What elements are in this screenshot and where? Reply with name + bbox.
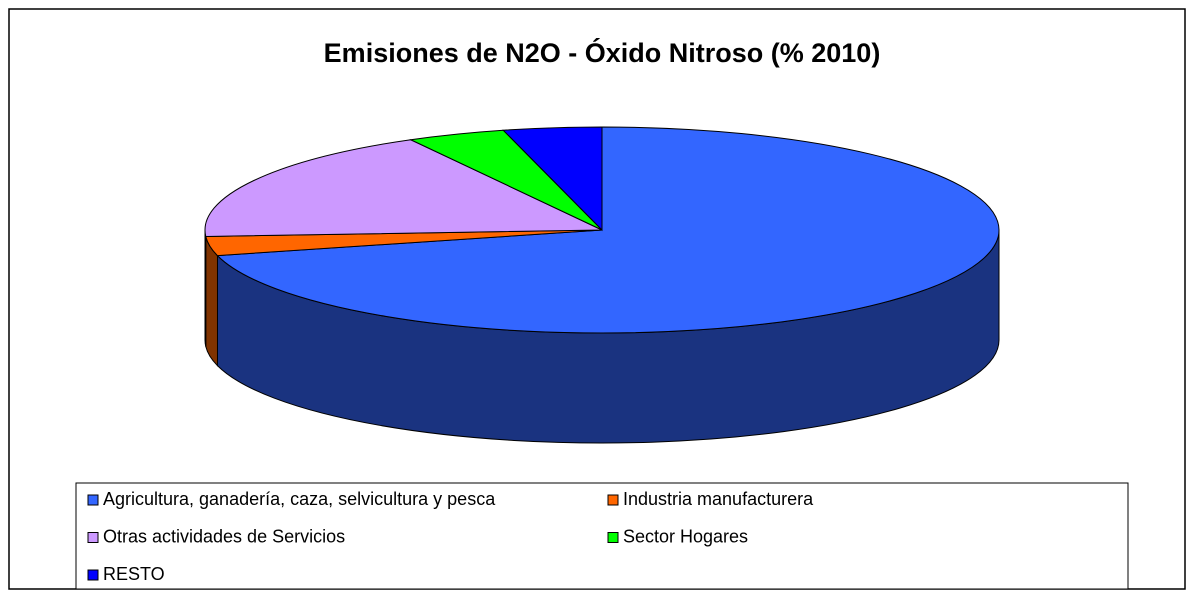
legend-label: Sector Hogares	[623, 526, 748, 546]
slice	[216, 126, 1000, 334]
pie	[204, 126, 1000, 444]
slice-side	[205, 236, 218, 367]
slice-side	[204, 229, 207, 347]
legend-label: RESTO	[103, 564, 165, 584]
chart-title: Emisiones de N2O - Óxido Nitroso (% 2010…	[324, 37, 881, 68]
legend-swatch	[87, 569, 99, 581]
legend-box	[75, 482, 1129, 590]
legend-label: Otras actividades de Servicios	[103, 526, 345, 546]
legend-swatch	[607, 494, 619, 506]
legend-swatch	[87, 494, 99, 506]
slice	[204, 139, 603, 237]
legend-label: Industria manufacturera	[623, 489, 814, 509]
legend-label: Agricultura, ganadería, caza, selvicultu…	[103, 489, 496, 509]
legend: Agricultura, ganadería, caza, selvicultu…	[75, 482, 1129, 590]
legend-swatch	[607, 532, 619, 543]
legend-swatch	[87, 532, 99, 543]
slice	[502, 126, 603, 232]
